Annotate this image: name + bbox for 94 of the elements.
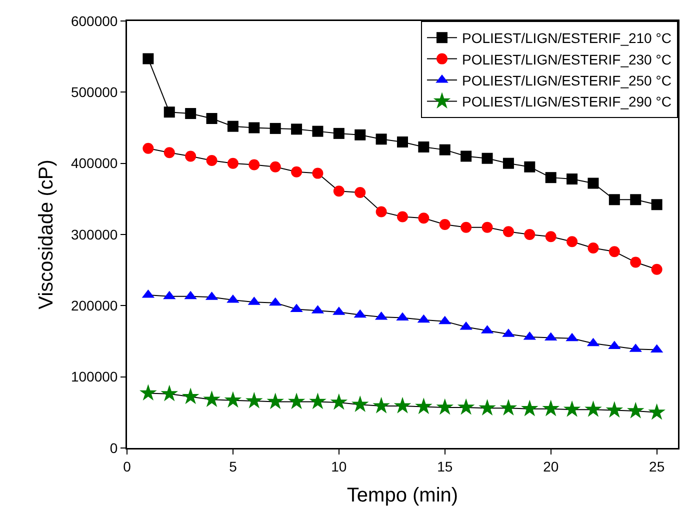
point: [330, 393, 348, 410]
y-axis-title: Viscosidade (cP): [36, 160, 58, 310]
legend-label: POLIEST/LIGN/ESTERIF_250 °C: [462, 72, 672, 88]
point: [418, 141, 430, 152]
point: [439, 219, 450, 230]
legend-label: POLIEST/LIGN/ESTERIF_290 °C: [462, 94, 672, 110]
y-tick-label: 500000: [70, 84, 118, 100]
point: [460, 150, 472, 162]
point: [502, 158, 514, 169]
point: [270, 122, 281, 134]
point: [563, 400, 581, 417]
y-tick-label: 300000: [70, 226, 118, 242]
point: [160, 384, 178, 402]
point: [354, 129, 366, 140]
x-tick-label: 5: [229, 458, 238, 474]
point: [608, 246, 620, 258]
x-tick-label: 20: [543, 458, 559, 474]
point: [482, 152, 493, 164]
point: [266, 392, 284, 410]
x-tick-label: 15: [437, 458, 453, 474]
point: [270, 161, 281, 172]
point: [521, 400, 538, 416]
point: [545, 231, 556, 242]
point: [482, 222, 493, 233]
point: [457, 398, 475, 415]
y-tick-label: 200000: [70, 298, 118, 314]
point: [309, 392, 326, 410]
point: [584, 400, 602, 417]
point: [164, 106, 175, 118]
point: [164, 147, 175, 158]
point: [206, 113, 218, 124]
point: [397, 136, 408, 148]
point: [376, 134, 387, 145]
point: [651, 199, 662, 210]
y-tick-label: 100000: [70, 368, 118, 385]
point: [333, 186, 344, 197]
point: [372, 396, 390, 414]
point: [415, 398, 432, 414]
point: [566, 173, 578, 184]
point: [185, 150, 196, 162]
point: [460, 222, 472, 233]
y-tick-label: 400000: [70, 155, 118, 172]
x-tick-label: 0: [123, 458, 132, 474]
x-tick-label: 25: [649, 458, 665, 474]
point: [291, 166, 302, 178]
point: [588, 242, 599, 254]
y-tick-label: 0: [110, 440, 118, 456]
legend-label: POLIEST/LIGN/ESTERIF_210 °C: [462, 30, 672, 46]
point: [206, 154, 218, 166]
legend-label: POLIEST/LIGN/ESTERIF_230 °C: [462, 51, 672, 68]
point: [648, 403, 666, 420]
y-tick-label: 600000: [70, 12, 118, 29]
point: [630, 194, 642, 206]
point: [478, 399, 496, 416]
point: [626, 402, 644, 418]
point: [185, 108, 196, 120]
point: [351, 395, 369, 412]
point: [630, 256, 642, 268]
point: [227, 158, 238, 169]
point: [203, 390, 220, 407]
point: [224, 391, 242, 408]
x-tick-label: 10: [331, 458, 347, 474]
point: [606, 401, 624, 418]
point: [502, 226, 514, 238]
point: [608, 194, 620, 206]
point: [248, 122, 260, 134]
point: [524, 161, 536, 172]
point: [524, 229, 536, 240]
point: [333, 128, 344, 139]
point: [542, 400, 560, 416]
point: [376, 206, 387, 218]
point: [182, 388, 200, 404]
point: [545, 172, 556, 184]
point: [142, 142, 154, 154]
point: [246, 392, 263, 408]
point: [439, 144, 450, 156]
point: [394, 396, 412, 414]
point: [651, 264, 662, 275]
point: [291, 124, 302, 135]
point: [588, 178, 599, 189]
point: [397, 211, 408, 222]
point: [418, 212, 430, 224]
point: [142, 53, 154, 64]
x-axis-title: Tempo (min): [346, 484, 458, 507]
point: [248, 159, 260, 170]
point: [500, 399, 518, 416]
point: [566, 236, 578, 248]
point: [288, 392, 306, 410]
point: [227, 120, 238, 132]
point: [140, 384, 157, 401]
point: [436, 398, 454, 415]
point: [354, 187, 366, 198]
point: [312, 126, 324, 137]
point: [312, 168, 324, 179]
